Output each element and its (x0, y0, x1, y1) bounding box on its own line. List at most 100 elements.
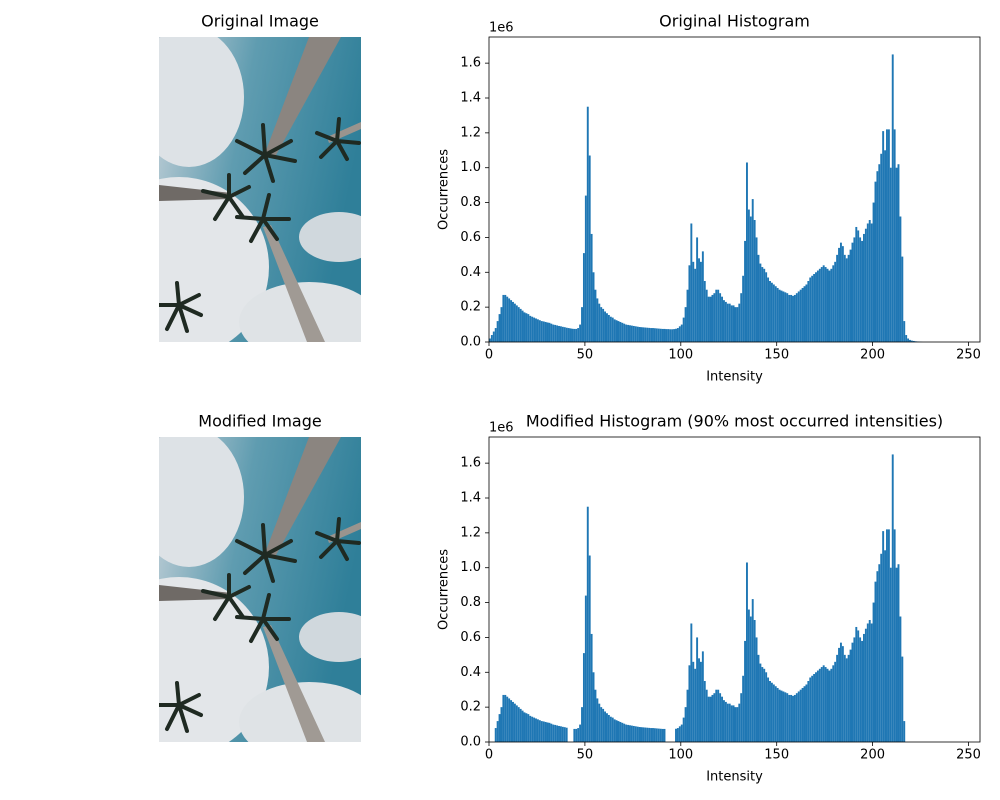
bar (604, 311, 606, 342)
bar (839, 242, 842, 342)
bar (592, 672, 595, 742)
bar (669, 329, 672, 342)
bar (515, 705, 518, 742)
bar (753, 220, 756, 342)
chart-title: Original Histogram (659, 12, 810, 31)
bar (678, 726, 681, 742)
bar (868, 220, 871, 342)
bar (653, 728, 656, 742)
bar (772, 684, 775, 742)
bar (607, 714, 610, 742)
y-tick-label: 0.2 (460, 300, 481, 315)
bar (500, 307, 503, 342)
bar (761, 267, 764, 342)
bar (575, 328, 578, 342)
y-tick-label: 0.0 (460, 735, 481, 750)
bar (855, 626, 858, 742)
bar (648, 727, 651, 742)
bar (611, 717, 614, 742)
bar (851, 642, 854, 742)
bar (492, 331, 495, 342)
bar (592, 272, 595, 342)
bar (621, 722, 624, 742)
bar (701, 651, 704, 742)
bar (550, 723, 553, 742)
bar (891, 454, 894, 742)
y-tick-label: 0.2 (460, 700, 481, 715)
bar (828, 270, 831, 342)
bar (901, 256, 904, 342)
bar (515, 305, 518, 342)
bar (605, 313, 608, 342)
bar (807, 681, 810, 742)
bar (717, 689, 720, 742)
bar (805, 684, 808, 742)
bar (688, 665, 691, 742)
bar (878, 164, 881, 342)
bar (650, 328, 653, 342)
bar (615, 320, 618, 342)
y-tick-label: 1.6 (460, 56, 481, 71)
bar (586, 106, 589, 342)
bar (594, 289, 597, 342)
bar (893, 129, 896, 342)
bar (701, 251, 704, 342)
bar (535, 318, 537, 342)
bar (613, 719, 616, 742)
bar (790, 294, 793, 342)
plot-frame (488, 436, 981, 743)
bar (629, 725, 631, 742)
bar (822, 665, 825, 742)
bar (655, 728, 658, 742)
bar (682, 717, 685, 742)
bar (540, 721, 543, 742)
bar (571, 328, 574, 342)
chart-title: Modified Histogram (90% most occurred in… (526, 412, 943, 431)
bar (680, 724, 683, 742)
bar (544, 321, 547, 342)
bar (826, 268, 829, 342)
bar (604, 711, 606, 742)
y-tick-label: 1.2 (460, 125, 481, 140)
bar (876, 571, 879, 742)
bar (734, 707, 737, 742)
bar (811, 675, 814, 742)
bar (590, 633, 593, 742)
bar (866, 223, 869, 342)
bar (510, 700, 513, 742)
bar (602, 708, 605, 742)
x-tick-label: 0 (485, 348, 493, 363)
bar (813, 674, 816, 742)
bar (784, 292, 787, 342)
bar (659, 328, 662, 342)
y-tick-label: 0.8 (460, 595, 481, 610)
bar (878, 564, 881, 742)
y-tick-label: 1.0 (460, 560, 481, 575)
x-tick-label: 50 (577, 348, 594, 363)
bar (513, 303, 516, 342)
bar (742, 275, 745, 342)
bar (607, 314, 610, 342)
bar (734, 307, 737, 342)
bar (751, 599, 754, 742)
bar (573, 328, 576, 342)
bar (489, 338, 491, 342)
bar (907, 338, 910, 342)
bar (694, 268, 697, 342)
bar (605, 713, 608, 742)
x-tick-label: 150 (764, 348, 789, 363)
bar (757, 254, 760, 342)
x-tick-label: 250 (956, 748, 981, 763)
bar (661, 728, 664, 742)
bar (882, 131, 885, 342)
bar (761, 667, 764, 742)
bar (872, 202, 875, 342)
bar (684, 307, 687, 342)
bar (774, 686, 777, 742)
bar (724, 301, 727, 342)
bar (816, 670, 819, 742)
bar (521, 710, 524, 742)
bar (776, 287, 779, 342)
bar (838, 647, 840, 742)
